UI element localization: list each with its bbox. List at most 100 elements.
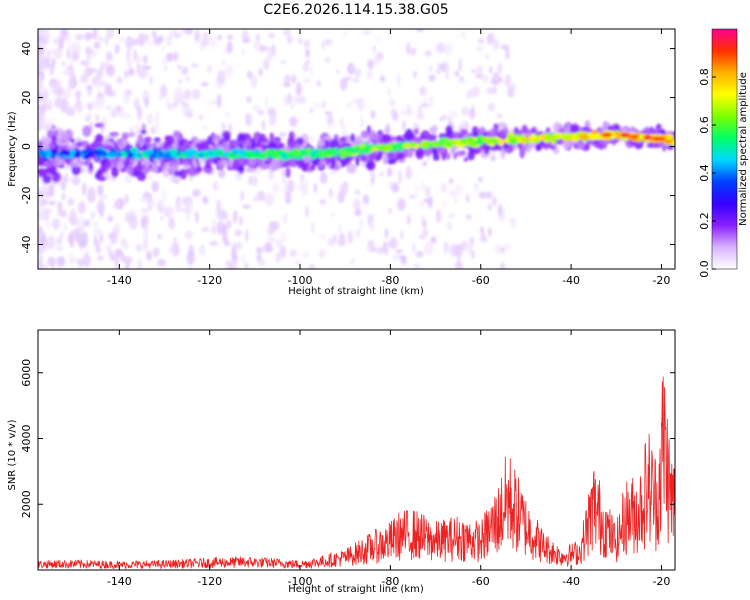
heatmap-cell [283, 29, 291, 37]
heatmap-cell [161, 187, 167, 202]
heatmap-cell [39, 151, 47, 157]
heatmap-cell [428, 66, 433, 72]
heatmap-cell [51, 218, 61, 230]
heatmap-cell [309, 107, 314, 114]
heatmap-cell [263, 137, 269, 143]
heatmap-cell [238, 160, 245, 166]
heatmap-cell [100, 158, 107, 167]
heatmap-cell [223, 241, 231, 247]
heatmap-cell [260, 46, 269, 51]
heatmap-cell [147, 174, 153, 180]
heatmap-cell [458, 78, 466, 85]
heatmap-cell [207, 156, 214, 164]
heatmap-cell [170, 30, 179, 37]
heatmap-cell [261, 120, 265, 131]
heatmap-cell [432, 141, 441, 147]
heatmap-cell [124, 173, 133, 185]
heatmap-cell [454, 243, 463, 258]
heatmap-cell [286, 179, 295, 194]
heatmap-cell [282, 175, 287, 185]
heatmap-cell [447, 213, 456, 219]
heatmap-cell [121, 150, 127, 157]
heatmap-cell [104, 83, 113, 97]
snr-frame [37, 329, 676, 571]
snr-x-tick-label: -20 [652, 575, 670, 588]
heatmap-cell [62, 68, 72, 77]
heatmap-cell [77, 201, 86, 214]
heatmap-cell [409, 194, 416, 199]
heatmap-cell [86, 83, 93, 97]
heatmap-cell [127, 131, 136, 138]
heatmap-cell [489, 142, 495, 147]
heatmap-cell [477, 176, 483, 183]
heatmap-cell [449, 110, 458, 119]
heatmap-cell [413, 263, 421, 269]
heatmap-cell [236, 149, 246, 155]
heatmap-peak [651, 136, 662, 141]
heatmap-cell [80, 240, 87, 248]
heatmap-cell [329, 138, 340, 150]
heatmap-cell [387, 207, 392, 214]
heatmap-cell [103, 35, 109, 46]
heatmap-cell [505, 48, 510, 60]
spectrogram-y-tick-label: -20 [20, 187, 33, 205]
heatmap-cell [82, 125, 92, 137]
heatmap-cell [268, 170, 274, 181]
spectrogram-frame [37, 28, 676, 270]
heatmap-cell [123, 240, 129, 251]
heatmap-cell [381, 133, 392, 143]
heatmap-cell [347, 230, 353, 244]
heatmap-cell [224, 111, 230, 118]
heatmap-cell [389, 237, 398, 250]
heatmap-cell [94, 150, 104, 155]
heatmap-cell [530, 134, 536, 140]
heatmap-cell [180, 66, 189, 76]
heatmap-cell [69, 149, 76, 156]
spectrogram-y-tick-label: -40 [20, 236, 33, 254]
heatmap-cell [44, 167, 54, 175]
heatmap-cell [392, 144, 398, 150]
heatmap-cell [216, 34, 223, 41]
heatmap-cell [182, 160, 190, 166]
heatmap-cell [496, 113, 503, 119]
heatmap-cell [384, 243, 389, 256]
heatmap-cell [93, 227, 103, 236]
heatmap-cell [131, 38, 140, 46]
heatmap-cell [435, 209, 442, 223]
colorbar-label: Normalized spectral amplitude [738, 72, 749, 226]
heatmap-cell [370, 109, 376, 119]
heatmap-cell [267, 141, 277, 150]
snr-y-ticks: 2000 4000 6000 [20, 359, 675, 518]
heatmap-cell [456, 256, 462, 264]
heatmap-cell [187, 168, 198, 177]
heatmap-cell [285, 167, 291, 178]
heatmap-cell [324, 38, 333, 46]
heatmap-cell [373, 55, 380, 65]
heatmap-cell [336, 69, 340, 74]
heatmap-cell [331, 157, 336, 169]
heatmap-cell [485, 54, 490, 60]
heatmap-cell [136, 106, 143, 120]
heatmap-cell [335, 148, 340, 153]
heatmap-cell [50, 82, 55, 94]
heatmap-cell [38, 34, 41, 45]
heatmap-cell [455, 260, 463, 269]
heatmap-cell [114, 248, 123, 257]
heatmap-cell [397, 170, 403, 185]
heatmap-cell [387, 87, 391, 97]
heatmap-cell [38, 224, 41, 230]
heatmap-cell [507, 86, 515, 98]
heatmap-cell [92, 220, 99, 228]
heatmap-cell [155, 109, 159, 123]
heatmap-cell [146, 113, 154, 125]
heatmap-blobs [38, 29, 675, 269]
heatmap-cell [55, 153, 61, 157]
heatmap-cell [244, 151, 251, 159]
heatmap-cell [445, 61, 450, 75]
heatmap-cell [68, 76, 78, 89]
heatmap-cell [221, 122, 226, 130]
heatmap-cell [272, 221, 280, 231]
heatmap-cell [97, 184, 104, 196]
heatmap-cell [179, 152, 186, 156]
heatmap-cell [111, 157, 119, 165]
